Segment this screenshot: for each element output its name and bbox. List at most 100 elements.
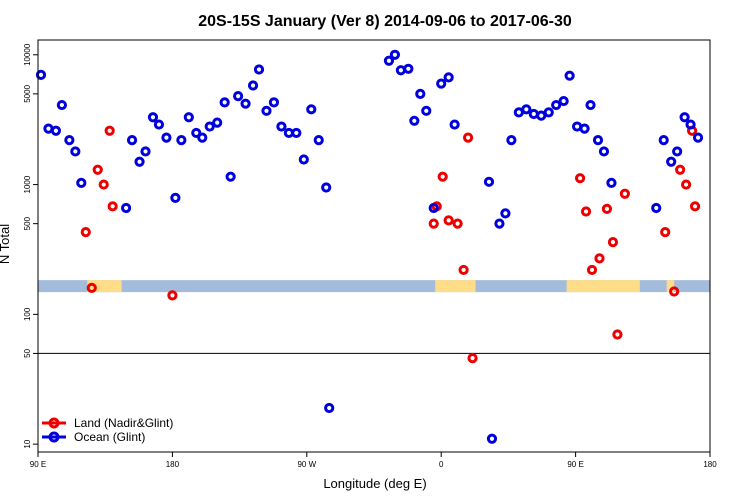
y-tick-label-3: 500 bbox=[23, 216, 32, 230]
y-tick-label-2: 100 bbox=[23, 307, 32, 321]
ocean-point-29 bbox=[276, 121, 287, 132]
ocean-point-54 bbox=[521, 104, 532, 115]
ocean-point-71 bbox=[679, 112, 690, 123]
ocean-point-34 bbox=[313, 135, 324, 146]
ocean-point-48 bbox=[483, 176, 495, 187]
ocean-point-13 bbox=[161, 132, 172, 143]
ocean-point-41 bbox=[409, 115, 420, 126]
ocean-point-40 bbox=[403, 63, 414, 74]
land-point-13 bbox=[462, 132, 474, 143]
land-point-17 bbox=[586, 264, 598, 276]
y-axis: 10 50 100 500 1000 5000 10000 bbox=[23, 43, 38, 449]
x-axis: 90 E 180 90 W 0 90 E 180 bbox=[30, 452, 717, 469]
land-point-19 bbox=[601, 203, 613, 214]
ocean-point-22 bbox=[225, 171, 236, 182]
ocean-point-2 bbox=[50, 125, 62, 136]
ocean-point-57 bbox=[543, 107, 554, 118]
legend: Land (Nadir&Glint) Ocean (Glint) bbox=[42, 416, 173, 444]
ocean-point-59 bbox=[558, 95, 569, 107]
ocean-point-64 bbox=[592, 135, 604, 146]
legend-item-land: Land (Nadir&Glint) bbox=[42, 416, 173, 430]
x-tick-label-3: 0 bbox=[439, 460, 444, 469]
legend-label-land: Land (Nadir&Glint) bbox=[74, 416, 173, 430]
x-tick-label-0: 90 E bbox=[30, 460, 46, 469]
y-tick-label-6: 10000 bbox=[23, 43, 32, 66]
ocean-point-60 bbox=[564, 70, 575, 81]
ocean-point-18 bbox=[197, 132, 208, 143]
land-point-4 bbox=[104, 125, 115, 136]
land-point-1 bbox=[86, 282, 97, 293]
legend-item-ocean: Ocean (Glint) bbox=[42, 430, 145, 444]
ocean-point-63 bbox=[585, 99, 596, 111]
ocean-point-32 bbox=[298, 154, 309, 165]
x-tick-label-2: 90 W bbox=[297, 460, 316, 469]
ocean-point-5 bbox=[70, 146, 81, 157]
x-tick-label-5: 180 bbox=[703, 460, 717, 469]
ocean-point-14 bbox=[170, 192, 181, 203]
ocean-point-38 bbox=[389, 49, 401, 60]
land-point-2 bbox=[92, 164, 103, 175]
ocean-point-67 bbox=[651, 202, 662, 214]
land-point-7 bbox=[428, 218, 439, 229]
land-point-3 bbox=[98, 179, 109, 190]
land-point-16 bbox=[580, 206, 592, 217]
land-point-26 bbox=[681, 179, 692, 190]
ocean-point-42 bbox=[415, 88, 426, 99]
ocean-point-66 bbox=[606, 177, 617, 189]
y-tick-label-0: 10 bbox=[23, 439, 32, 448]
ocean-point-69 bbox=[666, 156, 677, 167]
ocean-point-26 bbox=[253, 64, 265, 75]
legend-label-ocean: Ocean (Glint) bbox=[74, 430, 145, 444]
land-point-5 bbox=[107, 201, 118, 212]
land-point-24 bbox=[669, 286, 680, 297]
land-point-9 bbox=[437, 171, 448, 182]
ocean-point-73 bbox=[692, 132, 704, 143]
ocean-point-68 bbox=[658, 135, 669, 146]
ocean-point-24 bbox=[240, 98, 251, 109]
ocean-point-62 bbox=[579, 123, 590, 134]
ocean-point-21 bbox=[219, 97, 230, 108]
ocean-point-25 bbox=[247, 80, 259, 91]
x-axis-label: Longitude (deg E) bbox=[323, 476, 426, 491]
ocean-point-43 bbox=[421, 105, 432, 116]
y-tick-label-1: 50 bbox=[23, 348, 32, 357]
ocean-point-31 bbox=[291, 127, 302, 139]
ocean-point-12 bbox=[153, 119, 165, 130]
ocean-point-19 bbox=[204, 121, 215, 132]
ocean-point-16 bbox=[183, 112, 194, 123]
ocean-point-11 bbox=[147, 112, 159, 123]
land-point-0 bbox=[80, 227, 91, 238]
land-ocean-strip bbox=[38, 280, 710, 293]
legend-marker-ocean bbox=[48, 431, 60, 443]
ocean-point-4 bbox=[64, 135, 75, 146]
ocean-strip bbox=[38, 280, 710, 293]
chart-title: 20S-15S January (Ver 8) 2014-09-06 to 20… bbox=[198, 13, 572, 30]
x-tick-label-1: 180 bbox=[166, 460, 180, 469]
ocean-point-17 bbox=[191, 127, 202, 139]
land-point-11 bbox=[452, 218, 463, 229]
ocean-point-37 bbox=[383, 55, 395, 66]
ocean-point-65 bbox=[598, 146, 610, 157]
ocean-point-10 bbox=[140, 146, 151, 157]
data-points bbox=[35, 49, 704, 444]
ocean-point-33 bbox=[306, 104, 317, 115]
y-tick-label-5: 5000 bbox=[23, 84, 32, 102]
ocean-point-70 bbox=[672, 146, 683, 157]
legend-marker-land bbox=[48, 417, 60, 429]
y-tick-label-4: 1000 bbox=[23, 175, 32, 193]
land-point-20 bbox=[607, 237, 619, 248]
ocean-point-51 bbox=[500, 208, 511, 219]
land-point-22 bbox=[619, 188, 630, 199]
y-axis-label: N Total bbox=[0, 224, 12, 264]
ocean-point-27 bbox=[261, 105, 272, 116]
land-point-21 bbox=[612, 329, 623, 340]
ocean-point-47 bbox=[449, 119, 460, 130]
ocean-point-8 bbox=[126, 135, 138, 146]
ocean-point-0 bbox=[35, 69, 47, 80]
land-point-23 bbox=[660, 227, 671, 238]
ocean-point-6 bbox=[76, 177, 87, 189]
ocean-point-46 bbox=[443, 72, 454, 83]
ocean-point-7 bbox=[121, 202, 132, 214]
ocean-point-3 bbox=[56, 99, 67, 111]
